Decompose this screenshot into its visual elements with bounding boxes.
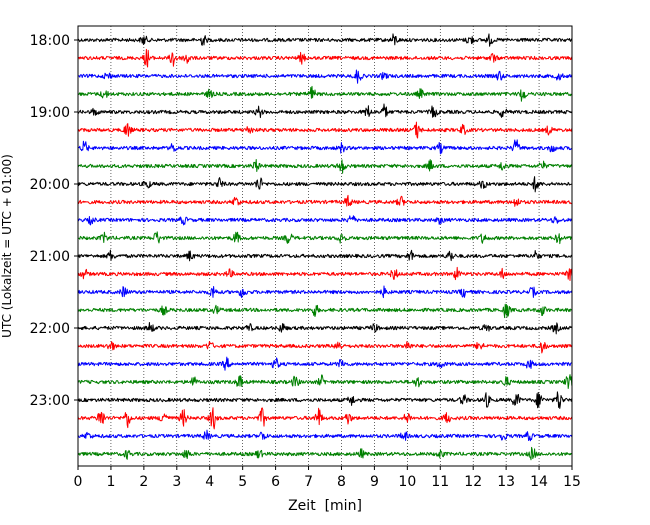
seismogram-trace: [77, 391, 573, 409]
seismogram-trace: [77, 103, 573, 119]
x-tick-label: 14: [530, 474, 548, 490]
x-tick-label: 5: [238, 474, 247, 490]
seismogram-trace: [77, 374, 573, 389]
y-axis: 18:00 19:00 20:00 21:00 22:00 23:00: [30, 33, 78, 409]
y-axis-title: UTC (Lokalzeit = UTC + 01:00): [0, 154, 14, 338]
seismogram-trace: [77, 33, 573, 47]
x-axis: 0 1 2 3 4 5 6 7 8 9 10 11 12 13 14 15: [74, 466, 581, 490]
x-tick-label: 15: [563, 474, 581, 490]
x-tick-label: 13: [497, 474, 515, 490]
grid-lines: [110, 26, 540, 466]
seismogram-trace: [77, 194, 572, 207]
seismogram-trace: [77, 215, 573, 226]
x-tick-label: 0: [74, 474, 83, 490]
y-tick-label: 21:00: [30, 249, 70, 265]
seismogram-trace: [77, 176, 572, 193]
seismogram-trace: [77, 356, 572, 371]
seismogram-trace: [77, 407, 573, 430]
seismogram-trace: [77, 249, 573, 262]
seismogram-trace: [77, 429, 573, 442]
seismogram-trace: [77, 85, 573, 102]
x-tick-label: 1: [106, 474, 115, 490]
x-axis-title: Zeit [min]: [288, 498, 362, 514]
seismogram-trace: [77, 341, 573, 354]
seismogram-trace: [77, 285, 573, 299]
y-tick-label: 18:00: [30, 33, 70, 49]
seismogram-trace: [77, 322, 573, 335]
x-tick-label: 11: [431, 474, 449, 490]
seismogram-trace: [77, 48, 573, 68]
x-tick-label: 4: [205, 474, 214, 490]
seismogram-trace: [77, 139, 572, 155]
x-tick-label: 9: [370, 474, 379, 490]
x-tick-label: 6: [271, 474, 280, 490]
seismogram-trace: [77, 266, 573, 281]
x-tick-label: 3: [172, 474, 181, 490]
plot-background: [78, 26, 572, 466]
seismogram-trace: [77, 121, 573, 139]
y-tick-label: 19:00: [30, 105, 70, 121]
seismogram-trace: [77, 231, 572, 245]
seismogram-trace: [77, 159, 573, 174]
x-tick-label: 10: [398, 474, 416, 490]
y-tick-label: 23:00: [30, 393, 70, 409]
seismogram-trace: [77, 446, 572, 461]
x-tick-label: 2: [139, 474, 148, 490]
y-tick-label: 20:00: [30, 177, 70, 193]
seismogram-trace: [77, 69, 573, 84]
plot-frame: [77, 25, 573, 467]
x-tick-label: 8: [337, 474, 346, 490]
x-tick-label: 12: [464, 474, 482, 490]
x-tick-label: 7: [304, 474, 313, 490]
y-tick-label: 22:00: [30, 321, 70, 337]
trace-group: [77, 33, 573, 461]
seismogram-trace: [77, 303, 573, 319]
